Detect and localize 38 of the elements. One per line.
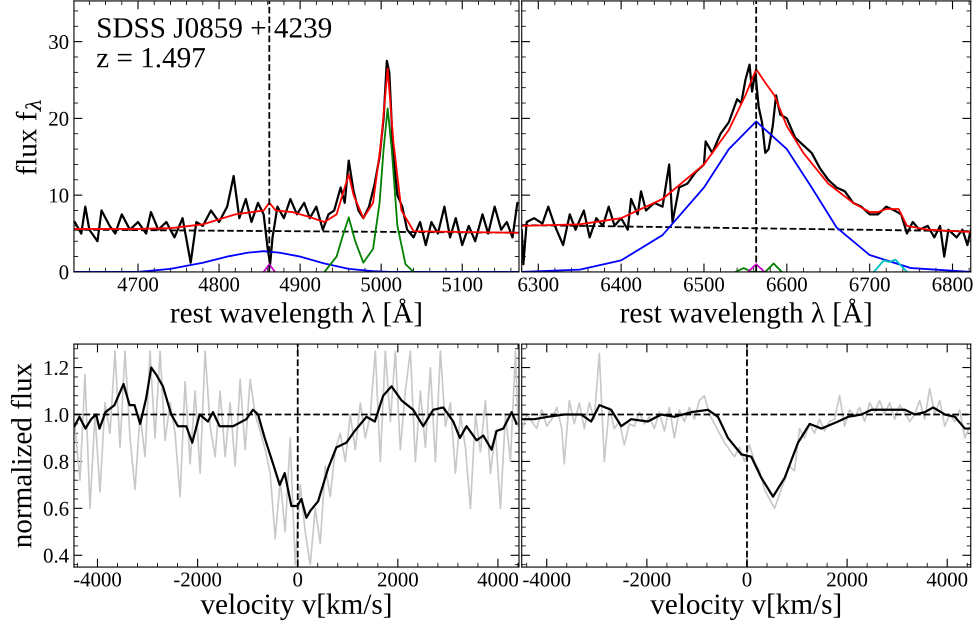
x-tick-label: 4800	[198, 277, 240, 292]
x-tick-label: -2000	[623, 572, 670, 587]
x-tick-label: 4900	[280, 277, 320, 292]
annotation: z = 1.497	[96, 48, 205, 68]
x-tick-label: -2000	[174, 572, 222, 587]
y-tick-label: 30	[49, 35, 68, 50]
y-axis-title: flux f$_{λ}$	[16, 100, 41, 175]
x-tick-label: 0	[293, 572, 302, 587]
x-tick-label: 2000	[378, 572, 418, 587]
x-axis-title: rest wavelength λ [Å]	[170, 298, 421, 329]
y-tick-label: 10	[50, 188, 68, 203]
x-tick-label: -4000	[74, 572, 121, 587]
x-tick-label: 4000	[926, 572, 968, 587]
y-axis-title: normalized flux	[10, 363, 32, 548]
y-tick-label: 1.0	[44, 408, 68, 422]
x-tick-label: 6700	[850, 277, 890, 292]
x-tick-label: 5000	[362, 277, 402, 292]
y-tick-label: 20	[49, 112, 68, 126]
x-tick-label: 0	[742, 572, 752, 587]
x-tick-label: 6800	[932, 277, 973, 292]
y-tick-label: 0.4	[44, 548, 69, 563]
x-tick-label: 2000	[827, 572, 868, 587]
x-axis-title: rest wavelength λ [Å]	[620, 298, 871, 329]
y-tick-label: 0.8	[44, 454, 68, 469]
x-tick-label: 5100	[442, 277, 482, 292]
y-tick-label: 0	[59, 265, 68, 280]
x-tick-label: 4000	[478, 572, 518, 587]
x-tick-label: 6300	[518, 277, 558, 292]
x-tick-label: -4000	[523, 572, 570, 587]
x-tick-label: 4700	[118, 277, 158, 292]
x-tick-label: 6400	[601, 277, 642, 292]
x-tick-label: 6600	[766, 277, 807, 292]
annotation: SDSS J0859 + 4239	[98, 18, 332, 38]
y-tick-label: 0.6	[44, 502, 68, 516]
x-axis-title: velocity v[km/s]	[200, 594, 390, 620]
x-axis-title: velocity v[km/s]	[650, 594, 840, 620]
x-tick-label: 6500	[684, 277, 724, 292]
y-tick-label: 1.2	[44, 360, 68, 376]
